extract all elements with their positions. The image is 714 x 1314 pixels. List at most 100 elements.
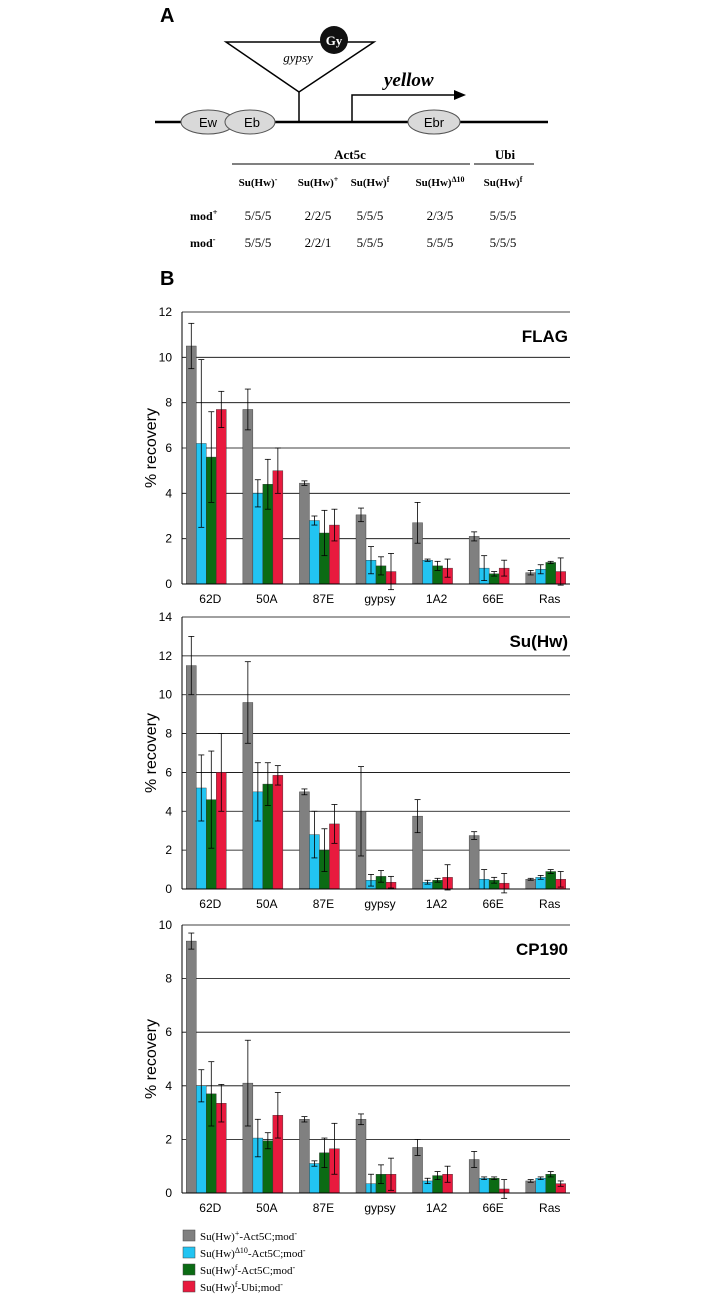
text-part: Su(Hw) [239,177,275,189]
superscript: f [235,1263,238,1272]
y-tick-label: 12 [159,305,173,319]
error-bar [244,1039,251,1127]
insert-triangle [223,41,377,93]
error-bar [274,447,281,494]
bar [299,1119,310,1194]
x-tick-label: 87E [313,592,334,606]
x-tick-label: 87E [313,1201,334,1215]
error-bar [188,932,195,950]
text-part: Su(Hw) [200,1282,235,1294]
y-tick-label: 4 [165,804,172,818]
error-bar [414,1139,421,1156]
error-bar [471,531,478,542]
bar [545,562,556,585]
error-bar [321,509,328,557]
error-bar [188,322,195,370]
x-tick-label: 62D [199,592,221,606]
y-tick-label: 0 [165,577,172,591]
y-tick-label: 4 [165,486,172,500]
error-bar [471,831,478,840]
error-bar [274,765,281,786]
panel-label: B [160,268,174,290]
table-cell: 2/3/5 [427,208,454,223]
error-bar [331,508,338,542]
y-tick-label: 2 [165,843,172,857]
y-axis-label: % recovery [143,713,160,793]
bar [216,409,227,585]
text-part: -Act5C;mod [239,1231,294,1243]
error-bar [244,661,251,744]
superscript: + [213,207,218,217]
error-bar [311,515,318,526]
bar [478,1178,490,1194]
bar [468,536,480,585]
y-tick-label: 12 [159,649,173,663]
y-tick-label: 6 [165,1025,172,1039]
gene-arrow [351,94,458,122]
text-part: -Act5C;mod [237,1265,292,1277]
error-bar [491,571,498,577]
superscript: - [303,1246,306,1255]
error-bar [274,1092,281,1139]
bar [525,879,536,890]
x-tick-label: Ras [539,897,560,911]
x-tick-label: gypsy [364,897,395,911]
x-tick-label: 87E [313,897,334,911]
insert-label: gypsy [283,50,313,65]
bar [299,791,310,890]
y-tick-label: 8 [165,727,172,741]
table-cell: 5/5/5 [357,208,384,223]
bar [355,514,367,585]
y-tick-label: 10 [159,688,173,702]
rich-text: Su(Hw)f-Ubi;mod- [200,1280,283,1295]
bar [355,1119,367,1194]
text-part: -Ubi;mod [237,1282,280,1294]
error-bar [501,1179,508,1199]
text-part: Su(Hw) [298,177,334,189]
text-part: Su(Hw) [416,177,452,189]
x-tick-label: 66E [482,592,503,606]
superscript: - [275,175,278,184]
text-part: Su(Hw) [351,177,387,189]
error-bar [557,871,564,888]
x-tick-label: 50A [256,897,277,911]
error-bar [208,750,215,849]
error-bar [218,733,225,812]
error-bar [434,1171,441,1180]
x-tick-label: Ras [539,1201,560,1215]
error-bar [218,1084,225,1123]
bar [422,560,433,585]
error-bar [301,1116,308,1123]
table-cell: 5/5/5 [245,235,272,250]
error-bar [254,479,261,508]
error-bar [368,546,374,575]
error-bar [557,557,564,586]
error-bar [388,1157,394,1191]
error-bar [557,1180,564,1187]
enhancer [224,109,276,135]
chart-title: FLAG [522,327,568,346]
superscript: Δ10 [452,175,465,184]
y-tick-label: 4 [165,1079,172,1093]
bar [272,775,284,890]
superscript: f [520,175,523,184]
error-bar [368,874,374,887]
bar [488,1178,500,1194]
enhancer-label: Eb [244,115,260,130]
text-part: mod [190,209,213,223]
error-bar [331,1122,338,1175]
text-part: -Act5C;mod [248,1248,303,1260]
error-bar [414,501,421,544]
error-bar [198,359,205,528]
y-tick-label: 2 [165,1132,172,1146]
text-part: Su(Hw) [200,1231,235,1243]
rich-text: mod- [190,234,216,250]
error-bar [378,1164,384,1185]
error-bar [388,875,394,889]
x-tick-label: 50A [256,592,277,606]
error-bar [301,788,308,796]
gene-label: yellow [382,70,434,91]
table-cell: 5/5/5 [245,208,272,223]
rich-text: Su(Hw)+ [298,175,339,190]
table-cell: 5/5/5 [490,235,517,250]
